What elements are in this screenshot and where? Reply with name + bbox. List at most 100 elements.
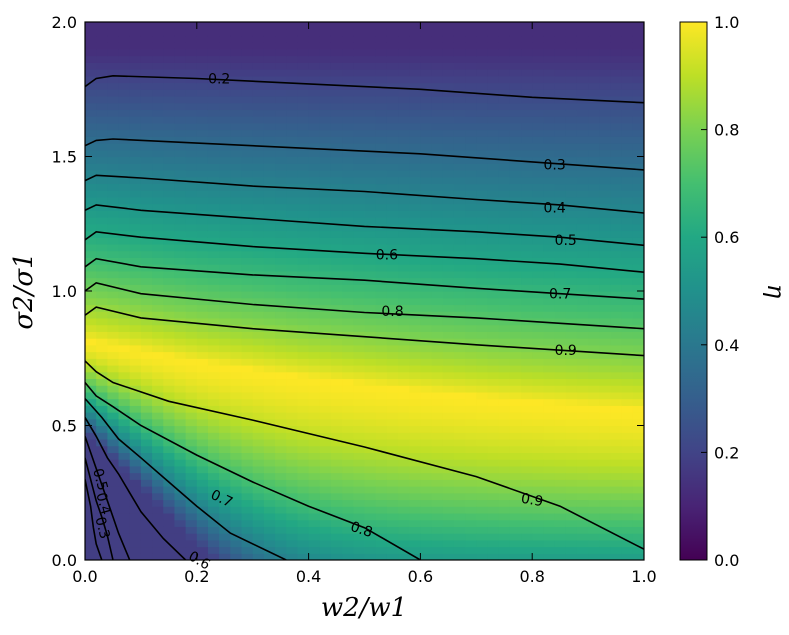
heat-cell	[297, 284, 310, 292]
heat-cell	[465, 465, 477, 474]
heat-cell	[398, 257, 410, 265]
heat-cell	[308, 95, 321, 104]
heat-cell	[140, 412, 153, 420]
heat-cell	[286, 163, 299, 171]
heat-cell	[353, 203, 366, 211]
heat-cell	[565, 438, 578, 447]
heat-cell	[453, 169, 466, 178]
heat-cell	[263, 311, 276, 319]
heat-cell	[353, 237, 366, 245]
heat-cell	[174, 42, 187, 50]
heat-cell	[453, 156, 466, 164]
heat-cell	[252, 479, 265, 487]
heat-cell	[621, 418, 634, 427]
heat-cell	[129, 512, 142, 521]
heat-cell	[621, 338, 634, 346]
heat-cell	[487, 277, 500, 285]
heat-cell	[85, 459, 97, 467]
heat-cell	[342, 95, 354, 104]
heat-cell	[297, 405, 310, 413]
heat-cell	[275, 291, 287, 299]
heat-cell	[308, 42, 321, 50]
heat-cell	[420, 317, 433, 326]
heat-cell	[353, 344, 366, 353]
heat-cell	[610, 472, 623, 480]
heat-cell	[588, 338, 600, 346]
heat-cell	[543, 438, 556, 447]
heat-cell	[632, 378, 644, 386]
heat-cell	[118, 445, 131, 453]
heat-cell	[576, 55, 589, 63]
heat-cell	[286, 311, 299, 319]
heat-cell	[140, 418, 153, 427]
heat-cell	[252, 22, 265, 30]
heat-cell	[543, 358, 556, 366]
heat-cell	[297, 291, 310, 299]
heat-cell	[487, 385, 500, 393]
heat-cell	[521, 304, 533, 312]
heat-cell	[319, 264, 332, 272]
heat-cell	[599, 109, 612, 117]
heat-cell	[431, 250, 444, 258]
heat-cell	[375, 156, 388, 164]
heat-cell	[465, 499, 477, 507]
heat-cell	[263, 89, 276, 97]
heat-cell	[498, 163, 511, 171]
heat-cell	[96, 412, 108, 420]
heat-cell	[252, 533, 265, 541]
heat-cell	[353, 48, 366, 57]
heat-cell	[588, 190, 600, 198]
heat-cell	[297, 385, 310, 393]
heat-cell	[476, 89, 489, 97]
heat-cell	[420, 270, 433, 279]
heat-cell	[129, 378, 142, 386]
heat-cell	[140, 405, 153, 413]
heat-cell	[431, 116, 444, 124]
heat-cell	[565, 196, 578, 205]
heat-cell	[465, 109, 477, 117]
heat-cell	[632, 391, 644, 400]
heat-cell	[509, 22, 522, 30]
heat-cell	[532, 297, 544, 306]
heat-cell	[140, 143, 153, 151]
heat-cell	[286, 176, 299, 185]
heat-cell	[96, 452, 108, 460]
heat-cell	[241, 486, 254, 494]
heat-cell	[353, 291, 366, 299]
heat-cell	[554, 338, 567, 346]
heat-cell	[286, 438, 299, 447]
heat-cell	[487, 378, 500, 386]
heat-cell	[297, 539, 310, 548]
heat-cell	[420, 492, 433, 501]
heat-cell	[241, 378, 254, 386]
heat-cell	[174, 35, 187, 43]
heat-cell	[509, 270, 522, 279]
heat-cell	[174, 264, 187, 272]
heat-cell	[219, 311, 231, 319]
heat-cell	[241, 465, 254, 474]
heat-cell	[431, 317, 444, 326]
heat-cell	[140, 75, 153, 84]
heat-cell	[286, 250, 299, 258]
heat-cell	[565, 412, 578, 420]
heat-cell	[465, 391, 477, 400]
heat-cell	[152, 506, 164, 514]
heat-cell	[398, 492, 410, 501]
heat-cell	[129, 257, 142, 265]
heat-cell	[129, 452, 142, 460]
heat-cell	[252, 519, 265, 527]
heat-cell	[107, 533, 120, 541]
heat-cell	[152, 223, 164, 232]
heat-cell	[252, 385, 265, 393]
heat-cell	[263, 109, 276, 117]
heat-cell	[241, 203, 254, 211]
heat-cell	[196, 95, 209, 104]
heat-cell	[431, 89, 444, 97]
heat-cell	[85, 539, 97, 548]
heat-cell	[152, 149, 164, 158]
heat-cell	[398, 217, 410, 225]
heat-cell	[207, 163, 220, 171]
heat-cell	[442, 122, 455, 131]
heat-cell	[219, 432, 231, 440]
heat-cell	[599, 284, 612, 292]
